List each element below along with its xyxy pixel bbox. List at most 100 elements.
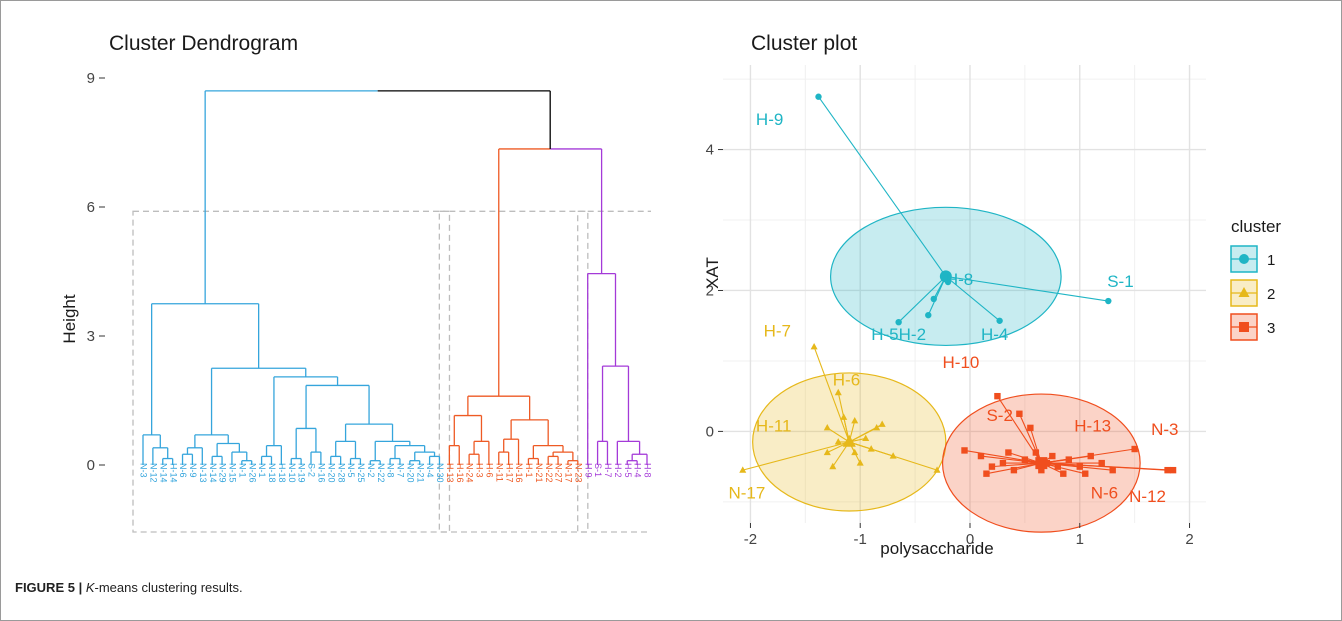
data-point	[823, 448, 831, 456]
data-point	[829, 462, 837, 470]
spoke-line	[742, 441, 850, 471]
legend-label: 3	[1267, 320, 1275, 337]
leaf-label: N-19	[297, 463, 307, 483]
leaf-label: N-21	[534, 463, 544, 483]
leaf-label: N-30	[435, 463, 445, 483]
point-label: H-5	[871, 325, 898, 344]
cluster-plot-title: Cluster plot	[751, 32, 857, 55]
leaf-label: H-18	[277, 463, 287, 483]
leaf-label: N-2	[366, 463, 376, 478]
leaf-label: N-11	[494, 463, 504, 482]
dendrogram-y-tick-label: 3	[87, 328, 95, 345]
leaf-label: N-12	[149, 463, 159, 483]
spoke-line	[898, 275, 947, 323]
dendrogram-y-tick-label: 9	[87, 70, 95, 87]
leaf-label: N-16	[514, 463, 524, 483]
data-point	[1105, 297, 1112, 305]
data-point	[1027, 424, 1034, 432]
data-point	[1038, 466, 1045, 474]
leaf-label: H-2	[613, 463, 623, 478]
leaf-label: N-1	[257, 463, 267, 478]
spoke-line	[945, 275, 1109, 302]
leaf-label: N-28	[336, 463, 346, 483]
legend-key-marker	[1239, 322, 1249, 332]
leaf-label: H-16	[455, 463, 465, 483]
data-point	[889, 452, 897, 459]
data-point	[895, 318, 902, 326]
data-point	[840, 413, 848, 420]
point-label: S-1	[1107, 272, 1133, 291]
y-tick-label: 0	[706, 423, 714, 440]
data-point	[851, 416, 859, 424]
data-point	[1087, 452, 1094, 460]
spoke-line	[848, 427, 877, 443]
data-point	[1010, 466, 1018, 474]
point-label: H-11	[756, 416, 792, 435]
point-label: N-12	[1129, 487, 1166, 506]
spoke-line	[818, 96, 947, 277]
dendrogram-title: Cluster Dendrogram	[109, 32, 298, 55]
point-label: N-6	[1091, 483, 1118, 502]
point-label: H-6	[833, 371, 860, 390]
dendrogram-y-tick-label: 6	[87, 199, 95, 216]
cluster-plot-xlabel: polysaccharide	[880, 539, 993, 558]
data-point	[873, 424, 881, 431]
data-point	[1049, 452, 1056, 460]
data-point	[1032, 449, 1040, 456]
leaf-label: N-7	[396, 463, 406, 478]
data-point	[851, 448, 859, 456]
legend-title: cluster	[1231, 217, 1281, 236]
leaf-label: N-1	[237, 463, 247, 478]
spoke-line	[1041, 462, 1174, 471]
data-point	[994, 392, 1001, 400]
y-tick-label: 2	[706, 282, 714, 299]
dendrogram-y-axis: 0 3 6 9	[87, 70, 105, 474]
point-label: N-17	[728, 483, 765, 502]
point-label: H-10	[943, 353, 980, 372]
legend-label: 1	[1267, 252, 1275, 269]
data-point	[834, 388, 842, 396]
cluster-plot-panel: H-9 S-1 H-5 H-2 H-4 H-8 H-7 H-6 H-11 N-17 H-10 S-2 H…	[723, 65, 1206, 533]
leaf-label: N-18	[267, 463, 277, 483]
leaf-label: N-9	[188, 463, 198, 478]
leaf-label: H-4	[633, 463, 643, 478]
leaf-label: H-14	[168, 463, 178, 483]
data-point	[1169, 466, 1177, 474]
y-tick-label: 4	[706, 142, 714, 159]
data-point	[999, 459, 1007, 467]
leaf-label: H-7	[603, 463, 613, 478]
dendrogram-cluster-boxes	[132, 210, 651, 533]
point-label: H-2	[899, 325, 926, 344]
data-point	[983, 470, 990, 477]
x-tick-label: -2	[744, 531, 757, 548]
point-label: H-7	[764, 321, 791, 340]
leaf-label: N-22	[544, 463, 554, 483]
cluster-box	[438, 210, 589, 533]
x-tick-label: 2	[1185, 531, 1193, 548]
data-point	[867, 445, 875, 452]
leaf-label: S-2	[307, 463, 317, 477]
data-point	[1065, 456, 1072, 463]
data-point	[823, 424, 831, 431]
leaf-label: N-21	[415, 463, 425, 483]
dendrogram-tree	[142, 90, 648, 465]
x-tick-label: 0	[966, 531, 974, 548]
leaf-label: N-24	[465, 463, 475, 483]
data-point	[878, 420, 886, 427]
leaf-label: S-1	[593, 463, 603, 477]
leaf-label: N-15	[228, 463, 238, 483]
point-label: H-4	[981, 325, 1008, 344]
point-label: S-2	[986, 406, 1012, 425]
cluster-plot-axes: -2 -1 0 1 2 0 2 4	[706, 142, 1194, 548]
data-point	[1076, 463, 1083, 470]
point-label: H-13	[1074, 416, 1111, 435]
leaf-label: N-3	[139, 463, 149, 478]
spoke-line	[980, 455, 1042, 464]
leaf-label: N-13	[198, 463, 208, 483]
cluster-legend: cluster 1 2 3	[1230, 217, 1281, 341]
leaf-label: N-20	[326, 463, 336, 483]
leaf-label: N-8	[386, 463, 396, 478]
data-point	[862, 434, 870, 442]
leaf-label: N-4	[425, 463, 435, 478]
data-point	[933, 466, 941, 473]
